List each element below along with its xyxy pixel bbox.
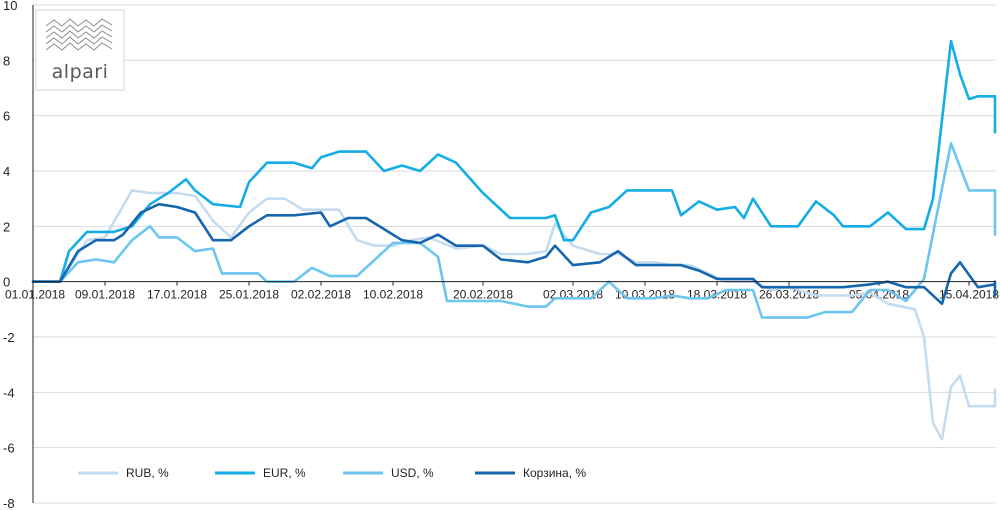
x-axis-ticks: 01.01.2018 09.01.2018 17.01.2018 25.01.2018… xyxy=(5,281,999,302)
legend-label: EUR, % xyxy=(263,466,306,480)
logo: alpari xyxy=(35,9,125,91)
y-tick-label: 2 xyxy=(3,219,10,234)
x-tick-label: 25.01.2018 xyxy=(219,288,279,302)
y-tick-label: -4 xyxy=(3,385,15,400)
grid-lines xyxy=(33,4,995,504)
x-tick-label: 17.01.2018 xyxy=(147,288,207,302)
series-lines xyxy=(31,39,997,441)
x-tick-label: 10.02.2018 xyxy=(363,288,423,302)
series-line-1 xyxy=(31,39,997,284)
x-tick-label: 01.01.2018 xyxy=(5,288,65,302)
logo-waves-icon xyxy=(45,18,113,51)
y-tick-label: -6 xyxy=(3,441,15,456)
legend-label: Корзина, % xyxy=(523,466,586,480)
x-tick-label: 20.02.2018 xyxy=(453,288,513,302)
series-line-2 xyxy=(31,142,997,319)
y-tick-label: -8 xyxy=(3,496,15,510)
y-axis-ticks: 10 8 6 4 2 0 -2 -4 -6 -8 xyxy=(3,0,17,510)
y-tick-label: 8 xyxy=(3,53,10,68)
legend-label: USD, % xyxy=(391,466,434,480)
series-line-0 xyxy=(31,189,997,441)
y-tick-label: 4 xyxy=(3,164,10,179)
y-tick-label: 10 xyxy=(3,0,17,13)
x-tick-label: 09.01.2018 xyxy=(75,288,135,302)
y-tick-label: 6 xyxy=(3,109,10,124)
series-line-3 xyxy=(31,202,997,306)
logo-text: alpari xyxy=(52,61,109,83)
legend: RUB, % EUR, % USD, % Корзина, % xyxy=(78,466,586,480)
y-tick-label: -2 xyxy=(3,330,15,345)
x-tick-label: 02.02.2018 xyxy=(291,288,351,302)
legend-label: RUB, % xyxy=(126,466,169,480)
y-tick-label: 0 xyxy=(3,275,10,290)
x-tick-label: 15.04.2018 xyxy=(939,288,999,302)
